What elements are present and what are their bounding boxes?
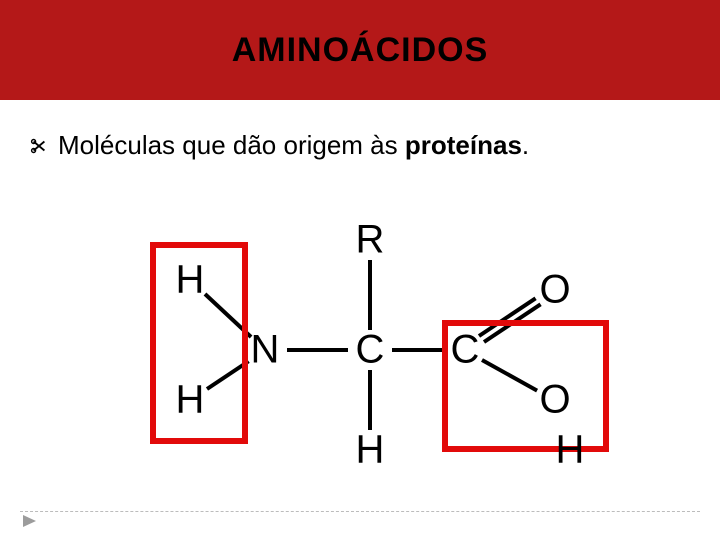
footer-divider bbox=[20, 511, 700, 512]
bullet-text: Moléculas que dão origem às proteínas. bbox=[58, 130, 529, 161]
atom-C_carboxyl: C bbox=[451, 328, 480, 373]
atom-H_bot_right: H bbox=[556, 428, 585, 473]
bond bbox=[368, 260, 372, 330]
title-band: AMINOÁCIDOS bbox=[0, 0, 720, 100]
atom-H_bot_left: H bbox=[176, 378, 205, 423]
slide-title: AMINOÁCIDOS bbox=[232, 31, 489, 70]
bond bbox=[392, 348, 443, 352]
footer-arrow-icon bbox=[22, 514, 40, 528]
atom-H_top_left: H bbox=[176, 258, 205, 303]
amino-acid-diagram: HHNRCHCOOH bbox=[0, 200, 720, 500]
bullet-scissors-icon bbox=[30, 137, 48, 155]
bullet-row: Moléculas que dão origem às proteínas. bbox=[30, 130, 529, 161]
bond bbox=[368, 370, 372, 430]
atom-C_alpha: C bbox=[356, 328, 385, 373]
bond bbox=[287, 348, 348, 352]
atom-H_bot_center: H bbox=[356, 428, 385, 473]
atom-N: N bbox=[251, 328, 280, 373]
atom-R: R bbox=[356, 218, 385, 263]
bullet-tail: . bbox=[522, 130, 529, 160]
atom-O_bot: O bbox=[539, 378, 570, 423]
bullet-lead: Moléculas que dão origem às bbox=[58, 130, 405, 160]
atom-O_top: O bbox=[539, 268, 570, 313]
bullet-strong: proteínas bbox=[405, 130, 522, 160]
